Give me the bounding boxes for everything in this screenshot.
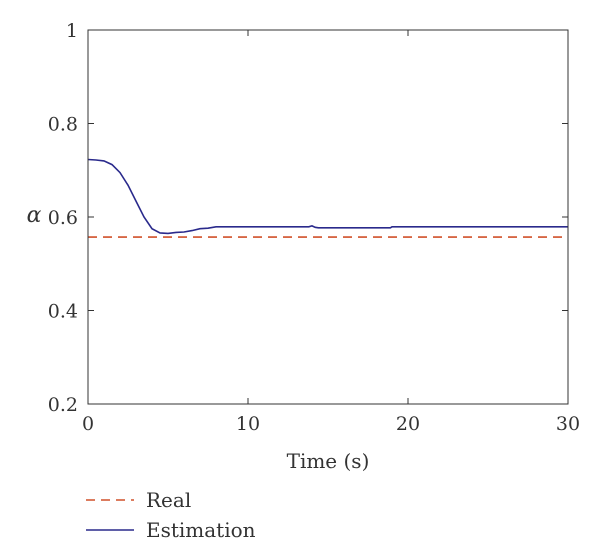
y-axis-label: α	[27, 203, 42, 228]
ticks: 0 10 20 30 0.2 0.4 0.6 0.8 1	[48, 20, 580, 435]
y-tick-label: 0.4	[48, 301, 78, 323]
y-tick-label: 0.6	[48, 207, 78, 229]
x-axis-label: Time (s)	[287, 449, 370, 473]
x-tick-label: 0	[82, 413, 94, 435]
y-tick-label: 1	[66, 20, 78, 42]
legend-label-estimation: Estimation	[146, 518, 256, 542]
legend: Real Estimation	[86, 488, 256, 542]
plot-area	[87, 158, 568, 238]
y-tick-label: 0.8	[48, 114, 78, 136]
x-tick-label: 30	[556, 413, 580, 435]
series-line-estimation	[87, 158, 568, 235]
y-tick-label: 0.2	[48, 394, 78, 416]
legend-label-real: Real	[146, 488, 191, 512]
axes-frame	[87, 29, 569, 405]
x-tick-label: 20	[396, 413, 420, 435]
x-tick-label: 10	[236, 413, 260, 435]
